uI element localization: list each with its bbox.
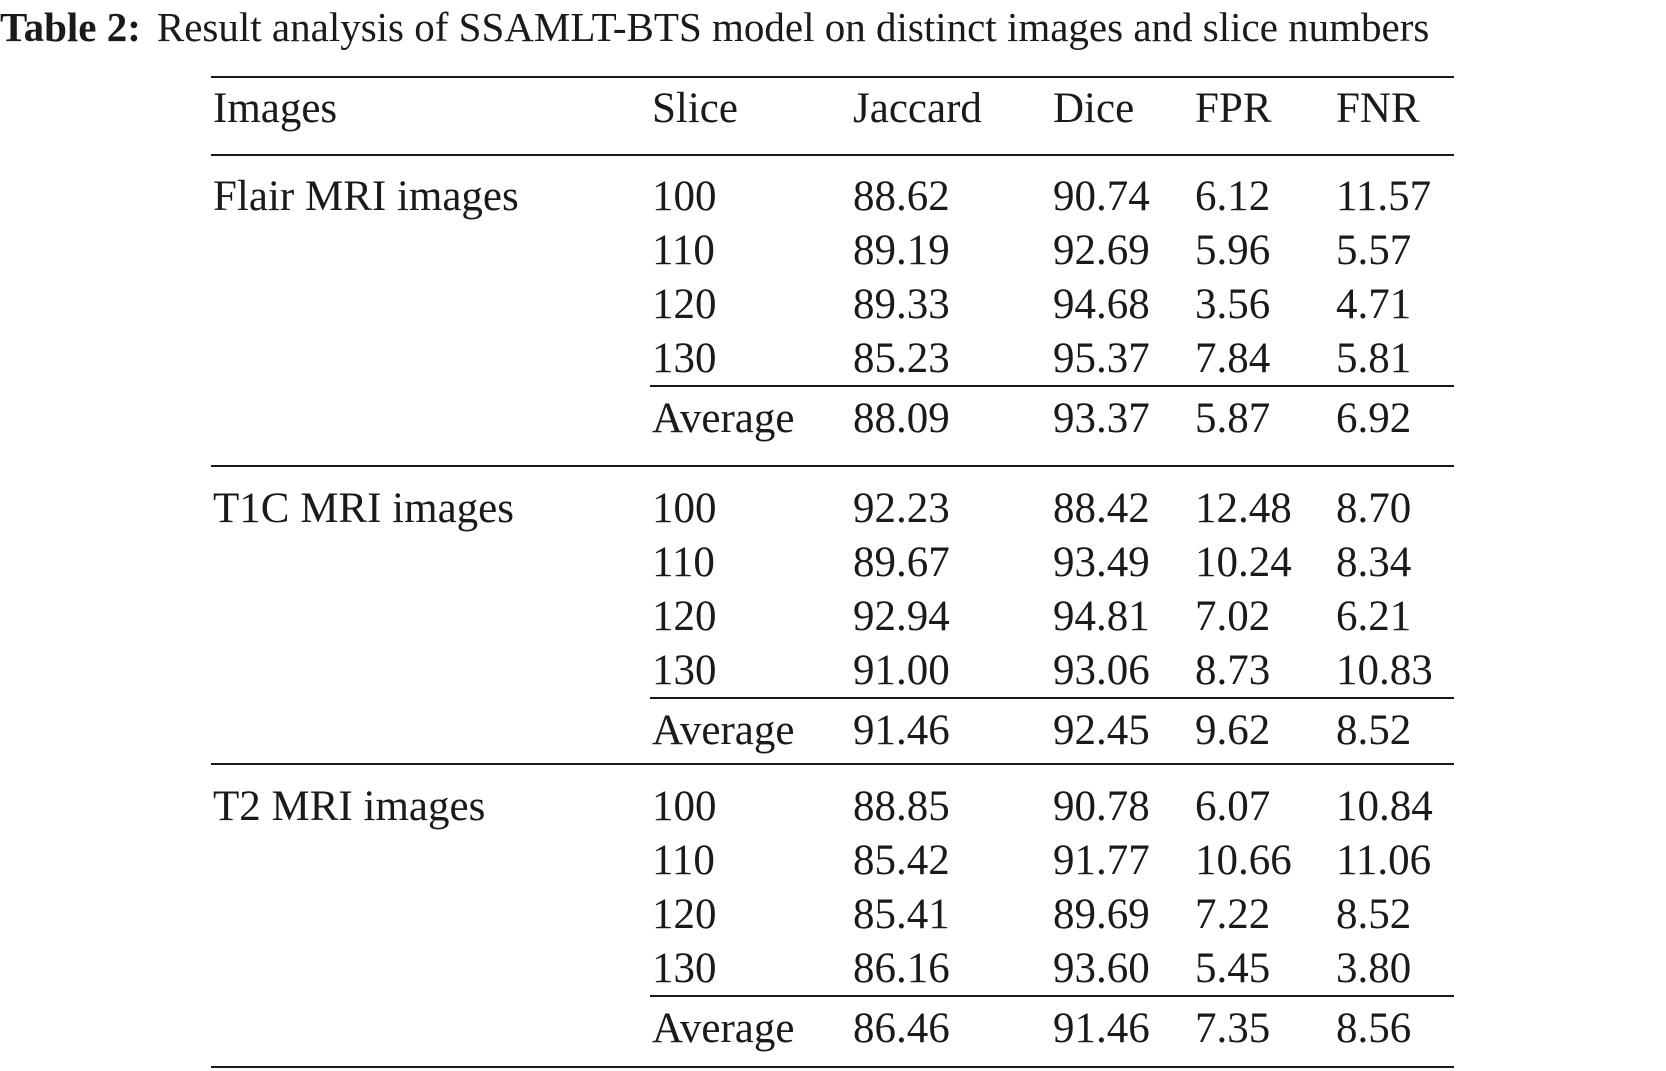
table-cell-jaccard: 85.42 bbox=[853, 837, 950, 884]
table-cell-dice: 90.78 bbox=[1053, 783, 1150, 830]
table-cell-dice: 95.37 bbox=[1053, 335, 1150, 382]
caption-label: Table 2: bbox=[0, 4, 141, 50]
table-cell-slice: 110 bbox=[652, 837, 715, 884]
table-cell-fpr: 7.84 bbox=[1195, 335, 1271, 382]
table-cell-fnr: 8.70 bbox=[1336, 485, 1412, 532]
table-cell-fnr: 3.80 bbox=[1336, 945, 1412, 992]
average-cell-fnr: 8.52 bbox=[1336, 707, 1412, 754]
table-cell-slice: 130 bbox=[652, 335, 717, 382]
table-cell-slice: 100 bbox=[652, 783, 717, 830]
table-cell-fpr: 3.56 bbox=[1195, 281, 1271, 328]
table-cell-fnr: 8.34 bbox=[1336, 539, 1412, 586]
table-cell-slice: 100 bbox=[652, 173, 717, 220]
table-cell-dice: 93.06 bbox=[1053, 647, 1150, 694]
table-cell-jaccard: 89.67 bbox=[853, 539, 950, 586]
table-cell-fpr: 10.66 bbox=[1195, 837, 1292, 884]
average-cell-fpr: 5.87 bbox=[1195, 395, 1271, 442]
table-cell-dice: 89.69 bbox=[1053, 891, 1150, 938]
average-cell-fnr: 6.92 bbox=[1336, 395, 1412, 442]
average-cell-fnr: 8.56 bbox=[1336, 1005, 1412, 1052]
table-cell-fnr: 5.81 bbox=[1336, 335, 1412, 382]
table-cell-slice: 130 bbox=[652, 945, 717, 992]
table-cell-jaccard: 91.00 bbox=[853, 647, 950, 694]
group-rule bbox=[211, 763, 1454, 765]
table-cell-fnr: 8.52 bbox=[1336, 891, 1412, 938]
table-cell-jaccard: 85.41 bbox=[853, 891, 950, 938]
table-cell-dice: 94.81 bbox=[1053, 593, 1150, 640]
column-header-fpr: FPR bbox=[1195, 85, 1272, 132]
table-cell-dice: 90.74 bbox=[1053, 173, 1150, 220]
average-cell-jaccard: 91.46 bbox=[853, 707, 950, 754]
table-cell-jaccard: 89.33 bbox=[853, 281, 950, 328]
table-cell-fnr: 10.83 bbox=[1336, 647, 1433, 694]
table-cell-fnr: 11.57 bbox=[1336, 173, 1432, 220]
table-cell-jaccard: 85.23 bbox=[853, 335, 950, 382]
average-rule bbox=[650, 385, 1454, 387]
table-cell-dice: 88.42 bbox=[1053, 485, 1150, 532]
column-header-dice: Dice bbox=[1053, 85, 1135, 132]
table-cell-fpr: 8.73 bbox=[1195, 647, 1271, 694]
average-cell-dice: 91.46 bbox=[1053, 1005, 1150, 1052]
table-top-rule bbox=[211, 76, 1454, 78]
table-cell-fnr: 10.84 bbox=[1336, 783, 1433, 830]
table-cell-fnr: 6.21 bbox=[1336, 593, 1412, 640]
table-cell-fpr: 5.45 bbox=[1195, 945, 1271, 992]
table-cell-fpr: 5.96 bbox=[1195, 227, 1271, 274]
table-cell-fpr: 10.24 bbox=[1195, 539, 1292, 586]
caption-text: Result analysis of SSAMLT-BTS model on d… bbox=[156, 4, 1430, 50]
average-label: Average bbox=[652, 707, 795, 754]
table-cell-dice: 91.77 bbox=[1053, 837, 1150, 884]
average-cell-fpr: 9.62 bbox=[1195, 707, 1271, 754]
average-label: Average bbox=[652, 1005, 795, 1052]
header-rule bbox=[211, 154, 1454, 156]
column-header-images: Images bbox=[213, 85, 338, 132]
group-rule bbox=[211, 465, 1454, 467]
column-header-slice: Slice bbox=[652, 85, 738, 132]
average-cell-fpr: 7.35 bbox=[1195, 1005, 1271, 1052]
table-cell-jaccard: 88.62 bbox=[853, 173, 950, 220]
average-label: Average bbox=[652, 395, 795, 442]
table-caption: Table 2: Result analysis of SSAMLT-BTS mo… bbox=[0, 4, 1666, 50]
group-label: T2 MRI images bbox=[213, 783, 486, 830]
table-cell-dice: 94.68 bbox=[1053, 281, 1150, 328]
group-label: Flair MRI images bbox=[213, 173, 519, 220]
column-header-jaccard: Jaccard bbox=[853, 85, 982, 132]
table-bottom-rule bbox=[211, 1066, 1454, 1068]
group-label: T1C MRI images bbox=[213, 485, 514, 532]
table-cell-jaccard: 86.16 bbox=[853, 945, 950, 992]
table-cell-fnr: 5.57 bbox=[1336, 227, 1412, 274]
table-cell-jaccard: 89.19 bbox=[853, 227, 950, 274]
average-cell-dice: 92.45 bbox=[1053, 707, 1150, 754]
table-cell-slice: 120 bbox=[652, 281, 717, 328]
table-cell-jaccard: 92.23 bbox=[853, 485, 950, 532]
table-cell-fnr: 11.06 bbox=[1336, 837, 1432, 884]
table-cell-fpr: 7.02 bbox=[1195, 593, 1271, 640]
table-cell-jaccard: 88.85 bbox=[853, 783, 950, 830]
average-cell-jaccard: 86.46 bbox=[853, 1005, 950, 1052]
table-cell-fpr: 12.48 bbox=[1195, 485, 1292, 532]
table-cell-fnr: 4.71 bbox=[1336, 281, 1412, 328]
table-cell-fpr: 6.07 bbox=[1195, 783, 1271, 830]
average-cell-jaccard: 88.09 bbox=[853, 395, 950, 442]
table-cell-dice: 92.69 bbox=[1053, 227, 1150, 274]
table-cell-slice: 120 bbox=[652, 593, 717, 640]
average-rule bbox=[650, 995, 1454, 997]
table-cell-jaccard: 92.94 bbox=[853, 593, 950, 640]
table-cell-slice: 110 bbox=[652, 539, 715, 586]
column-header-fnr: FNR bbox=[1336, 85, 1420, 132]
table-cell-fpr: 6.12 bbox=[1195, 173, 1271, 220]
table-cell-slice: 100 bbox=[652, 485, 717, 532]
table-cell-slice: 120 bbox=[652, 891, 717, 938]
table-cell-slice: 130 bbox=[652, 647, 717, 694]
table-cell-dice: 93.60 bbox=[1053, 945, 1150, 992]
table-cell-fpr: 7.22 bbox=[1195, 891, 1271, 938]
average-cell-dice: 93.37 bbox=[1053, 395, 1150, 442]
table-cell-dice: 93.49 bbox=[1053, 539, 1150, 586]
average-rule bbox=[650, 697, 1454, 699]
table-cell-slice: 110 bbox=[652, 227, 715, 274]
